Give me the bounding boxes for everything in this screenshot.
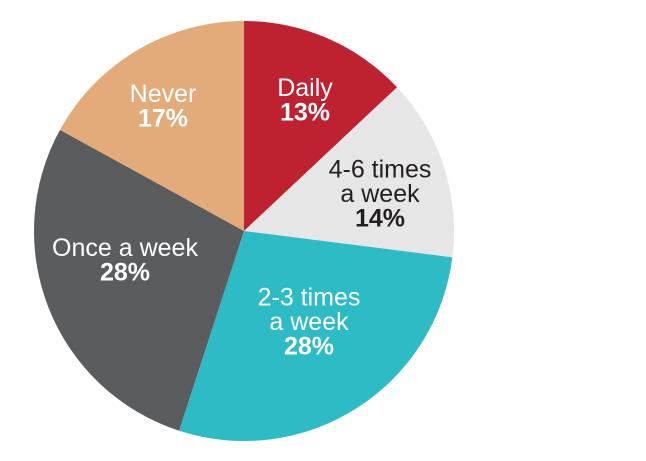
- pie-slice-percent-never: 17%: [138, 104, 188, 132]
- pie-slice-label-4-6-times-a-week: a week: [340, 180, 420, 208]
- pie-slice-never: [59, 21, 245, 231]
- pie-slice-percent-2-3-times-a-week: 28%: [284, 333, 334, 361]
- pie-slice-label-once-a-week: Once a week: [52, 234, 198, 262]
- pie-slice-label-daily: Daily: [277, 74, 333, 102]
- pie-slice-label-4-6-times-a-week: 4-6 times: [329, 156, 432, 184]
- pie-slice-percent-4-6-times-a-week: 14%: [355, 205, 405, 233]
- pie-slice-label-2-3-times-a-week: a week: [269, 308, 349, 336]
- pie-slice-4-6-times-a-week: [244, 87, 454, 258]
- pie-slice-daily: [244, 21, 398, 231]
- pie-slice-label-never: Never: [130, 80, 197, 108]
- pie-slice-percent-daily: 13%: [280, 98, 330, 126]
- pie-slice-percent-once-a-week: 28%: [100, 258, 150, 286]
- pie-slice-once-a-week: [34, 129, 245, 431]
- pie-slice-2-3-times-a-week: [179, 231, 453, 441]
- pie-slice-label-2-3-times-a-week: 2-3 times: [258, 284, 361, 312]
